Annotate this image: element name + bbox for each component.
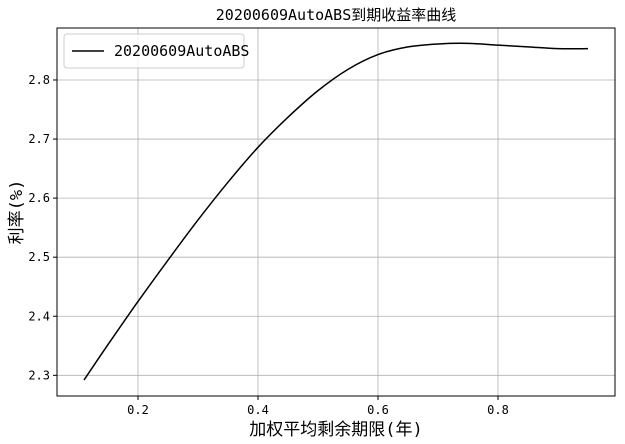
series-line: [83, 42, 589, 381]
y-tick-label: 2.5: [28, 250, 50, 264]
y-tick-label: 2.8: [28, 73, 50, 87]
x-tick-label: 0.2: [127, 403, 149, 417]
x-axis-label: 加权平均剩余期限(年): [249, 420, 422, 440]
series-layer: [83, 42, 589, 381]
x-tick-label: 0.6: [367, 403, 389, 417]
y-tick-label: 2.7: [28, 132, 50, 146]
y-axis-label: 利率(%): [7, 180, 27, 245]
legend-box: [63, 33, 245, 69]
y-tick-label: 2.4: [28, 309, 50, 323]
plot-frame: [56, 27, 616, 397]
x-tick-label: 0.8: [487, 403, 509, 417]
y-tick-label: 2.6: [28, 191, 50, 205]
axis-ticks: 0.2 0.4 0.6 0.8 2.3 2.4 2.5 2.6 2.7 2.8: [28, 73, 509, 417]
chart-title: 20200609AutoABS到期收益率曲线: [216, 6, 456, 24]
x-tick-label: 0.4: [247, 403, 269, 417]
legend-entry-label: 20200609AutoABS: [114, 42, 249, 60]
y-tick-label: 2.3: [28, 368, 50, 382]
legend: 20200609AutoABS: [63, 33, 249, 69]
grid-lines: [57, 28, 615, 396]
